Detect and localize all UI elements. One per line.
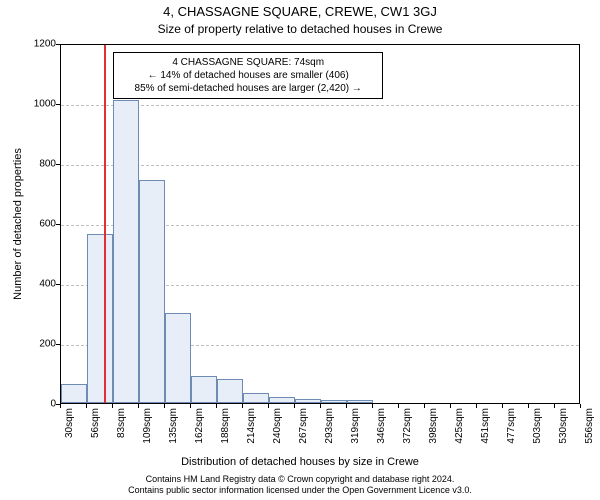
x-tick-mark bbox=[242, 404, 243, 408]
histogram-bar bbox=[321, 400, 347, 403]
x-tick-mark bbox=[86, 404, 87, 408]
x-tick-label: 162sqm bbox=[194, 408, 205, 452]
y-tick-mark bbox=[56, 164, 60, 165]
y-tick-label: 600 bbox=[16, 219, 56, 230]
figure: 4, CHASSAGNE SQUARE, CREWE, CW1 3GJ Size… bbox=[0, 0, 600, 500]
x-tick-mark bbox=[294, 404, 295, 408]
x-tick-mark bbox=[112, 404, 113, 408]
x-tick-mark bbox=[502, 404, 503, 408]
license-line-1: Contains HM Land Registry data © Crown c… bbox=[0, 474, 600, 485]
y-tick-mark bbox=[56, 224, 60, 225]
y-tick-label: 800 bbox=[16, 159, 56, 170]
x-tick-mark bbox=[450, 404, 451, 408]
x-tick-mark bbox=[164, 404, 165, 408]
y-tick-mark bbox=[56, 284, 60, 285]
x-tick-label: 530sqm bbox=[558, 408, 569, 452]
x-tick-label: 135sqm bbox=[168, 408, 179, 452]
y-tick-mark bbox=[56, 344, 60, 345]
y-tick-mark bbox=[56, 44, 60, 45]
x-tick-label: 346sqm bbox=[376, 408, 387, 452]
x-tick-mark bbox=[138, 404, 139, 408]
y-tick-label: 200 bbox=[16, 339, 56, 350]
x-tick-mark bbox=[216, 404, 217, 408]
x-tick-label: 556sqm bbox=[584, 408, 595, 452]
property-marker-line bbox=[104, 45, 106, 403]
x-tick-label: 56sqm bbox=[90, 408, 101, 452]
histogram-bar bbox=[269, 397, 296, 403]
x-tick-label: 214sqm bbox=[246, 408, 257, 452]
annotation-box: 4 CHASSAGNE SQUARE: 74sqm← 14% of detach… bbox=[113, 52, 383, 99]
plot-area: 4 CHASSAGNE SQUARE: 74sqm← 14% of detach… bbox=[60, 44, 580, 404]
x-tick-label: 398sqm bbox=[428, 408, 439, 452]
x-tick-mark bbox=[528, 404, 529, 408]
x-tick-label: 188sqm bbox=[220, 408, 231, 452]
x-tick-label: 293sqm bbox=[324, 408, 335, 452]
license-line-2: Contains public sector information licen… bbox=[0, 485, 600, 496]
x-tick-label: 319sqm bbox=[350, 408, 361, 452]
x-tick-mark bbox=[268, 404, 269, 408]
y-tick-label: 400 bbox=[16, 279, 56, 290]
histogram-bar bbox=[295, 399, 321, 404]
x-tick-label: 267sqm bbox=[298, 408, 309, 452]
histogram-bar bbox=[139, 180, 165, 404]
x-tick-label: 425sqm bbox=[454, 408, 465, 452]
histogram-bar bbox=[217, 379, 243, 403]
x-tick-mark bbox=[60, 404, 61, 408]
license-text: Contains HM Land Registry data © Crown c… bbox=[0, 474, 600, 496]
x-tick-mark bbox=[346, 404, 347, 408]
y-tick-label: 1200 bbox=[16, 39, 56, 50]
x-tick-mark bbox=[554, 404, 555, 408]
x-axis-label: Distribution of detached houses by size … bbox=[0, 456, 600, 468]
annotation-line-3: 85% of semi-detached houses are larger (… bbox=[120, 82, 376, 95]
histogram-bar bbox=[191, 376, 217, 403]
annotation-line-1: 4 CHASSAGNE SQUARE: 74sqm bbox=[120, 56, 376, 69]
y-tick-label: 0 bbox=[16, 399, 56, 410]
x-tick-label: 477sqm bbox=[506, 408, 517, 452]
x-tick-mark bbox=[190, 404, 191, 408]
x-tick-label: 83sqm bbox=[116, 408, 127, 452]
chart-title: 4, CHASSAGNE SQUARE, CREWE, CW1 3GJ bbox=[0, 4, 600, 19]
y-tick-mark bbox=[56, 104, 60, 105]
histogram-bar bbox=[243, 393, 269, 404]
histogram-bar bbox=[87, 234, 114, 404]
x-tick-label: 240sqm bbox=[272, 408, 283, 452]
x-tick-mark bbox=[398, 404, 399, 408]
histogram-bar bbox=[61, 384, 87, 404]
x-tick-mark bbox=[580, 404, 581, 408]
x-tick-label: 109sqm bbox=[142, 408, 153, 452]
x-tick-mark bbox=[372, 404, 373, 408]
x-tick-label: 372sqm bbox=[402, 408, 413, 452]
x-tick-mark bbox=[424, 404, 425, 408]
histogram-bar bbox=[165, 313, 192, 403]
x-tick-label: 451sqm bbox=[480, 408, 491, 452]
x-tick-mark bbox=[476, 404, 477, 408]
y-tick-label: 1000 bbox=[16, 99, 56, 110]
chart-subtitle: Size of property relative to detached ho… bbox=[0, 22, 600, 36]
histogram-bar bbox=[113, 100, 139, 403]
x-tick-label: 503sqm bbox=[532, 408, 543, 452]
x-tick-mark bbox=[320, 404, 321, 408]
annotation-line-2: ← 14% of detached houses are smaller (40… bbox=[120, 69, 376, 82]
histogram-bar bbox=[347, 400, 374, 403]
x-tick-label: 30sqm bbox=[64, 408, 75, 452]
